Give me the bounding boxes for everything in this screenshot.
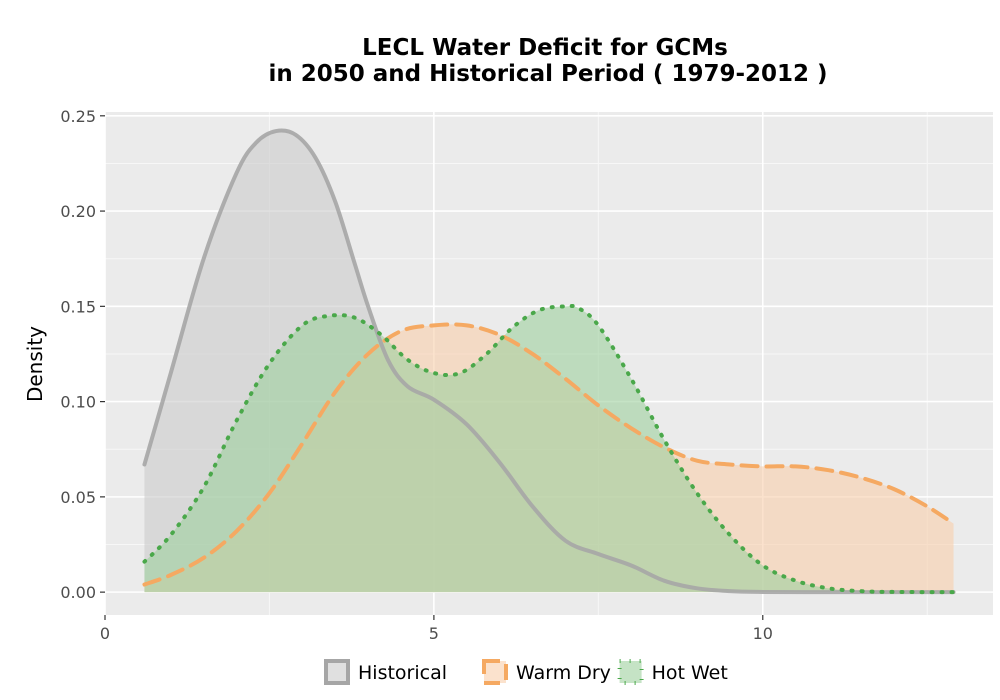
x-tick-label: 0: [100, 624, 110, 643]
density-lines: [142, 128, 956, 595]
x-axis: 0 5 10: [100, 615, 773, 643]
y-tick-label: 0.15: [60, 297, 96, 316]
warm-dry-density-line: [142, 322, 956, 587]
legend: Historical Warm Dry Hot Wet: [324, 659, 728, 685]
x-tick-label: 5: [429, 624, 439, 643]
hot-wet-legend-key: [617, 659, 644, 685]
chart-title-line-1: LECL Water Deficit for GCMs: [362, 35, 728, 61]
hot-wet-legend-label: Hot Wet: [652, 662, 728, 684]
hot-wet-density-area: [144, 305, 954, 593]
warm-dry-legend-label: Warm Dry: [516, 662, 611, 684]
chart-title: LECL Water Deficit for GCMs in 2050 and …: [268, 35, 827, 87]
y-tick-label: 0.05: [60, 488, 96, 507]
y-tick-label: 0.20: [60, 202, 96, 221]
x-tick-label: 10: [753, 624, 773, 643]
y-tick-label: 0.00: [60, 583, 96, 602]
y-tick-label: 0.25: [60, 107, 96, 126]
y-tick-label: 0.10: [60, 393, 96, 412]
density-areas: [144, 130, 954, 593]
warm-dry-legend-key: [482, 659, 508, 685]
hot-wet-density-line: [142, 303, 956, 595]
y-axis-title: Density: [23, 326, 47, 402]
historical-legend-key: [324, 659, 350, 685]
historical-density-line: [142, 128, 956, 595]
historical-legend-label: Historical: [358, 662, 447, 684]
y-axis: 0.00 0.05 0.10 0.15 0.20 0.25: [60, 107, 105, 602]
chart-title-line-2: in 2050 and Historical Period ( 1979-201…: [268, 61, 827, 87]
